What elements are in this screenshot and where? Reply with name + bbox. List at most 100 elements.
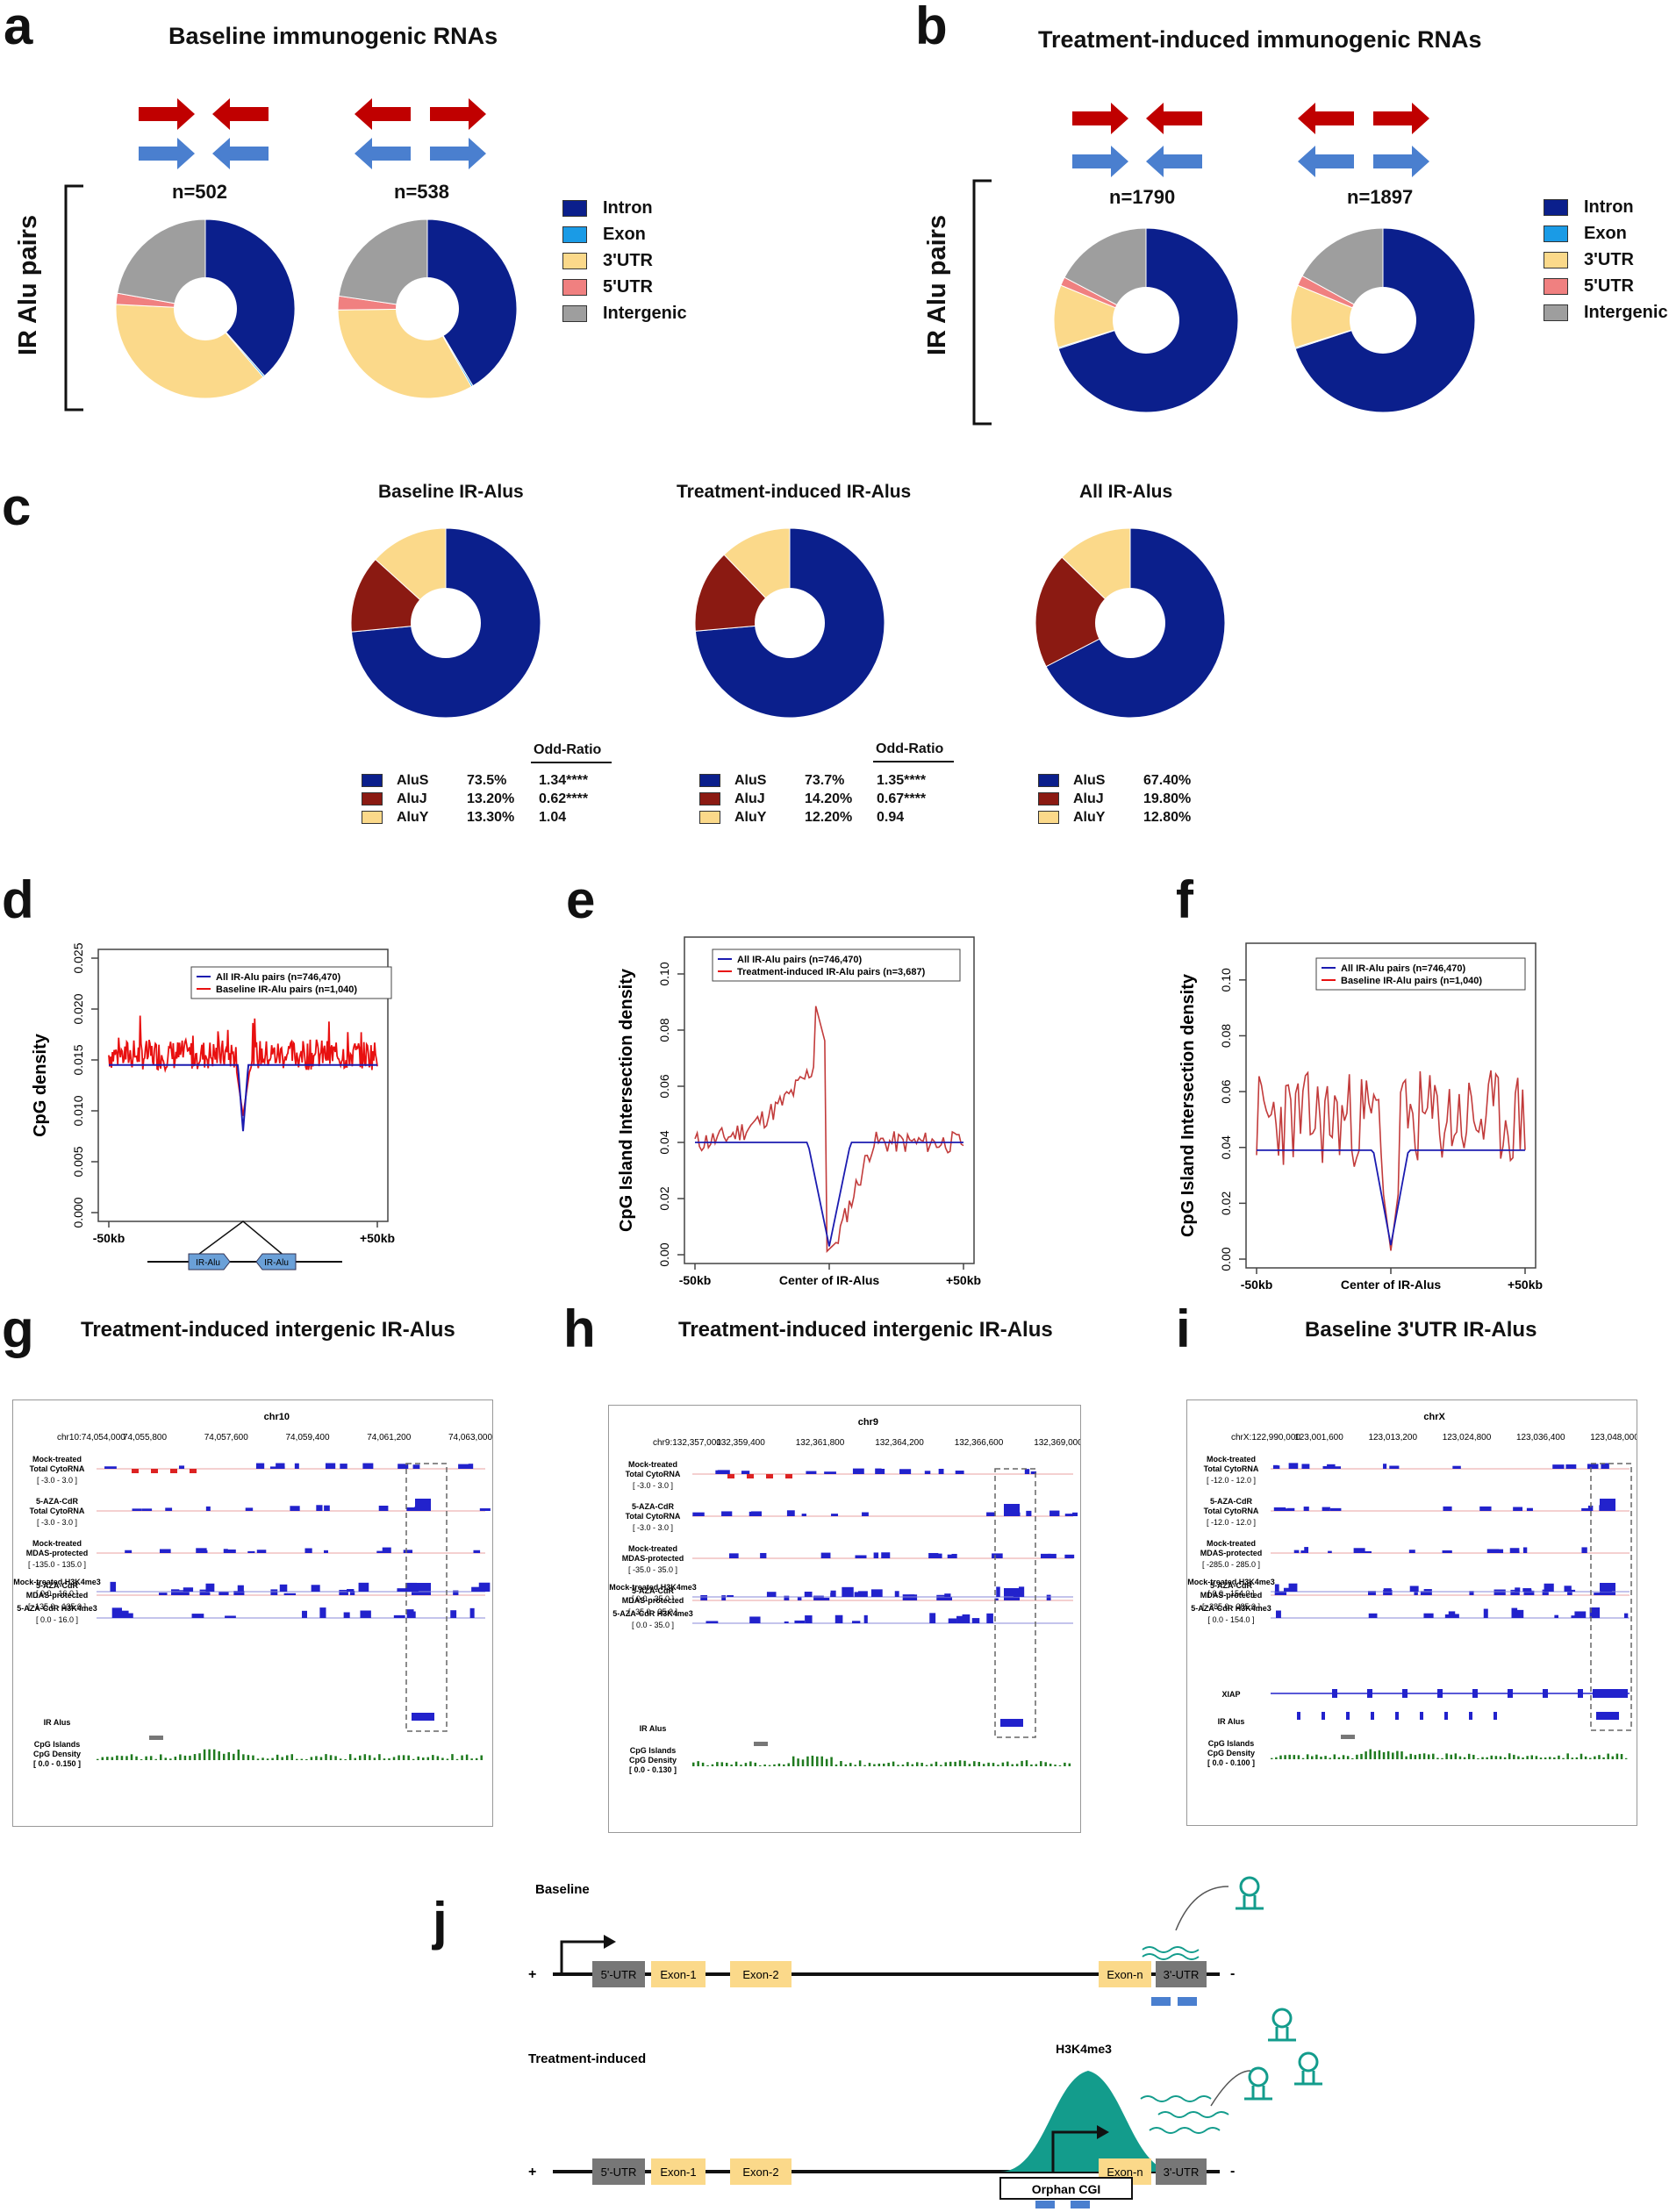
exon-label: Exon-2 <box>742 1968 778 1981</box>
bottom-track-label: [ 0.0 - 0.130 ] <box>629 1765 677 1774</box>
y-tick-label: 0.015 <box>71 1044 85 1075</box>
pie-slice-3utr <box>115 304 264 399</box>
donut-hole <box>174 277 237 340</box>
y-tick-label: 0.02 <box>657 1186 671 1210</box>
coordinate-tick: 132,366,600 <box>955 1438 1004 1448</box>
track-range: [ -3.0 - 3.0 ] <box>37 1518 77 1527</box>
bottom-track-label: CpG Density <box>629 1756 677 1765</box>
n-count-a2: n=538 <box>394 181 449 203</box>
track-range: [ -3.0 - 3.0 ] <box>633 1481 673 1490</box>
schematic-treatment-label: Treatment-induced <box>528 2051 646 2066</box>
y-tick-label: 0.020 <box>71 993 85 1024</box>
highlight-box <box>1590 1463 1632 1731</box>
track-range: [ -3.0 - 3.0 ] <box>37 1476 77 1485</box>
x-tick-label: +50kb <box>1508 1278 1543 1292</box>
legend-item-exon: Exon <box>562 221 687 247</box>
exon-label: Exon-1 <box>660 1968 696 1981</box>
series-line-baseline <box>1256 1070 1526 1251</box>
track-range: [ -35.0 - 35.0 ] <box>628 1565 677 1574</box>
coordinate-start: chr10:74,054,000 <box>57 1433 125 1442</box>
panel-letter-f: f <box>1176 870 1193 929</box>
exon-label: 5'-UTR <box>601 2165 637 2179</box>
panel-letter-j: j <box>433 1892 448 1951</box>
ir-alu-small-arrows <box>1151 1997 1197 2006</box>
track-label: 5-AZA-CdR H3K4me3 <box>1191 1604 1271 1613</box>
highlight-box <box>405 1463 448 1732</box>
panel-letter-b: b <box>915 0 948 55</box>
legend-item-3utr: 3'UTR <box>1544 247 1668 273</box>
bracket-a <box>64 184 83 412</box>
x-tick-label: +50kb <box>360 1231 395 1245</box>
donut-hole <box>411 588 481 658</box>
exon-label: 3'-UTR <box>1164 2165 1200 2179</box>
bottom-track-label: [ 0.0 - 0.150 ] <box>33 1759 81 1768</box>
exon-1 <box>651 2158 706 2185</box>
track-range: [ 0.0 - 35.0 ] <box>632 1621 674 1629</box>
track-label: MDAS-protected <box>26 1549 89 1557</box>
exon-label: 5'-UTR <box>601 1968 637 1981</box>
track-label: Mock-treated H3K4me3 <box>1187 1578 1275 1586</box>
track-label: Total CytoRNA <box>1204 1464 1259 1473</box>
alu-row: AluS 73.7% 1.35**** <box>699 771 926 790</box>
ir-alu-small-arrows <box>1035 2201 1090 2208</box>
bottom-track-label: CpG Islands <box>34 1740 81 1749</box>
odd-ratio-rule-1 <box>531 762 612 763</box>
donut-hole <box>1350 287 1416 354</box>
legend-item-3utr: 3'UTR <box>562 247 687 274</box>
alu-row: AluY 13.30% 1.04 <box>362 808 588 827</box>
alu-row: AluY 12.80% <box>1038 808 1215 827</box>
h3k4me3-peak <box>1000 2071 1176 2172</box>
pie-slice-3utr <box>1053 284 1148 348</box>
legend-item-intron: Intron <box>1544 194 1668 220</box>
track-range: [ -3.0 - 3.0 ] <box>633 1523 673 1532</box>
y-tick-label: 0.04 <box>657 1130 671 1154</box>
alu-row: AluJ 14.20% 0.67**** <box>699 790 926 808</box>
track-label: Total CytoRNA <box>30 1464 85 1473</box>
y-axis-label: CpG Island Intersection density <box>617 968 636 1232</box>
track-label: Mock-treated <box>32 1539 82 1548</box>
n-count-b2: n=1897 <box>1347 186 1414 208</box>
panel-letter-a: a <box>4 0 33 55</box>
donut-a2 <box>337 218 518 399</box>
track-label: Total CytoRNA <box>1204 1507 1259 1515</box>
track-label: 5-AZA-CdR H3K4me3 <box>612 1609 693 1618</box>
dsrna-hairpin-icon <box>1244 2066 1272 2101</box>
track-label: Total CytoRNA <box>30 1507 85 1515</box>
chromosome-label: chr9 <box>858 1417 878 1428</box>
legend-entry: Treatment-induced IR-Alu pairs (n=3,687) <box>737 967 926 977</box>
coordinate-start: chrX:122,990,000 <box>1231 1433 1300 1442</box>
coordinate-tick: 123,013,200 <box>1368 1433 1417 1442</box>
x-tick-label: -50kb <box>679 1273 712 1287</box>
ir-alu-arrow <box>255 1253 297 1271</box>
alu-table-3: AluS 67.40% AluJ 19.80% AluY 12.80% <box>1038 771 1215 827</box>
panel-ab-graphics <box>64 98 1429 426</box>
line-chart-f: 0.00 0.02 0.04 0.06 0.08 0.10 CpG Island Inter… <box>1178 942 1543 1292</box>
panel-letter-i: i <box>1176 1299 1191 1358</box>
legend-entry: All IR-Alu pairs (n=746,470) <box>737 955 862 965</box>
track-range: [ 0.0 - 154.0 ] <box>1207 1615 1254 1624</box>
panel-i-title: Baseline 3'UTR IR-Alus <box>1305 1318 1537 1342</box>
track-label: MDAS-protected <box>26 1591 89 1600</box>
track-range: [ -135.0 - 135.0 ] <box>28 1602 86 1611</box>
coordinate-tick: 123,024,800 <box>1443 1433 1492 1442</box>
coordinate-tick: 123,036,400 <box>1516 1433 1565 1442</box>
coordinate-tick: 132,364,200 <box>875 1438 924 1448</box>
igv-browser-h: chr9 chr9:132,357,000 132,359,400 132,361,8… <box>608 1405 1083 1833</box>
track-label: MDAS-protected <box>1200 1549 1263 1557</box>
legend-entry: Baseline IR-Alu pairs (n=1,040) <box>216 984 357 995</box>
track-range: [ -35.0 - 35.0 ] <box>628 1607 677 1616</box>
pie-slice-intron <box>204 218 296 377</box>
exon-n <box>1099 1961 1151 1987</box>
exon-label: Exon-2 <box>742 2165 778 2179</box>
x-tick-label: Center of IR-Alus <box>1341 1278 1442 1292</box>
coordinate-tick: 74,063,000 <box>448 1433 492 1442</box>
ir-alu-label: IR-Alu <box>196 1258 220 1268</box>
tss-arrow <box>560 1940 604 1974</box>
cpg-island-feature <box>1341 1735 1355 1739</box>
track-label: 5-AZA-CdR <box>632 1502 674 1511</box>
donut-charts <box>115 218 1476 719</box>
bottom-track-label: IR Alus <box>44 1718 71 1727</box>
exon-2 <box>730 1961 792 1987</box>
track-label: Total CytoRNA <box>626 1512 681 1521</box>
y-tick-label: 0.08 <box>1219 1024 1233 1048</box>
